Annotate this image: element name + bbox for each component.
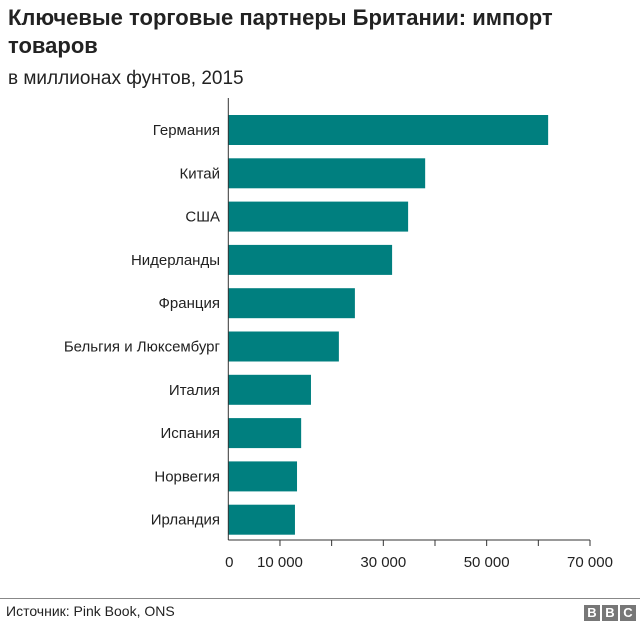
bar: [228, 201, 409, 232]
x-tick-label: 70 000: [567, 554, 613, 571]
category-label: Китай: [179, 165, 220, 182]
category-label: США: [185, 209, 220, 226]
bbc-logo-letter: B: [584, 605, 600, 621]
bar: [228, 374, 311, 405]
bar: [228, 331, 339, 362]
bbc-logo-letter: C: [620, 605, 636, 621]
plot-area: Германия Китай США Нидерланды Франция Бельгия…: [64, 98, 613, 571]
category-label: Германия: [153, 122, 220, 139]
bar: [228, 504, 295, 535]
category-label: Испания: [160, 425, 220, 442]
x-tick-label: 10 000: [257, 554, 303, 571]
x-tick-label: 50 000: [464, 554, 510, 571]
x-tick-label: 30 000: [360, 554, 406, 571]
bar: [228, 115, 549, 145]
bar: [228, 461, 298, 492]
category-label: Бельгия и Люксембург: [64, 339, 221, 356]
bbc-logo-letter: B: [602, 605, 618, 621]
category-label: Франция: [159, 295, 220, 312]
chart-subtitle: в миллионах фунтов, 2015: [8, 68, 244, 89]
category-label: Нидерланды: [131, 252, 220, 269]
footer-divider: [0, 598, 640, 599]
source-note: Источник: Pink Book, ONS: [6, 603, 175, 619]
bar: [228, 244, 393, 275]
bar: [228, 288, 355, 319]
category-label: Норвегия: [154, 468, 220, 485]
category-label: Ирландия: [151, 512, 220, 529]
x-tick-label: 0: [225, 554, 233, 571]
bar: [228, 158, 426, 189]
bbc-logo: B B C: [584, 605, 636, 621]
chart-title: Ключевые торговые партнеры Британии: имп…: [8, 5, 553, 58]
bar: [228, 418, 302, 449]
category-label: Италия: [169, 382, 220, 399]
